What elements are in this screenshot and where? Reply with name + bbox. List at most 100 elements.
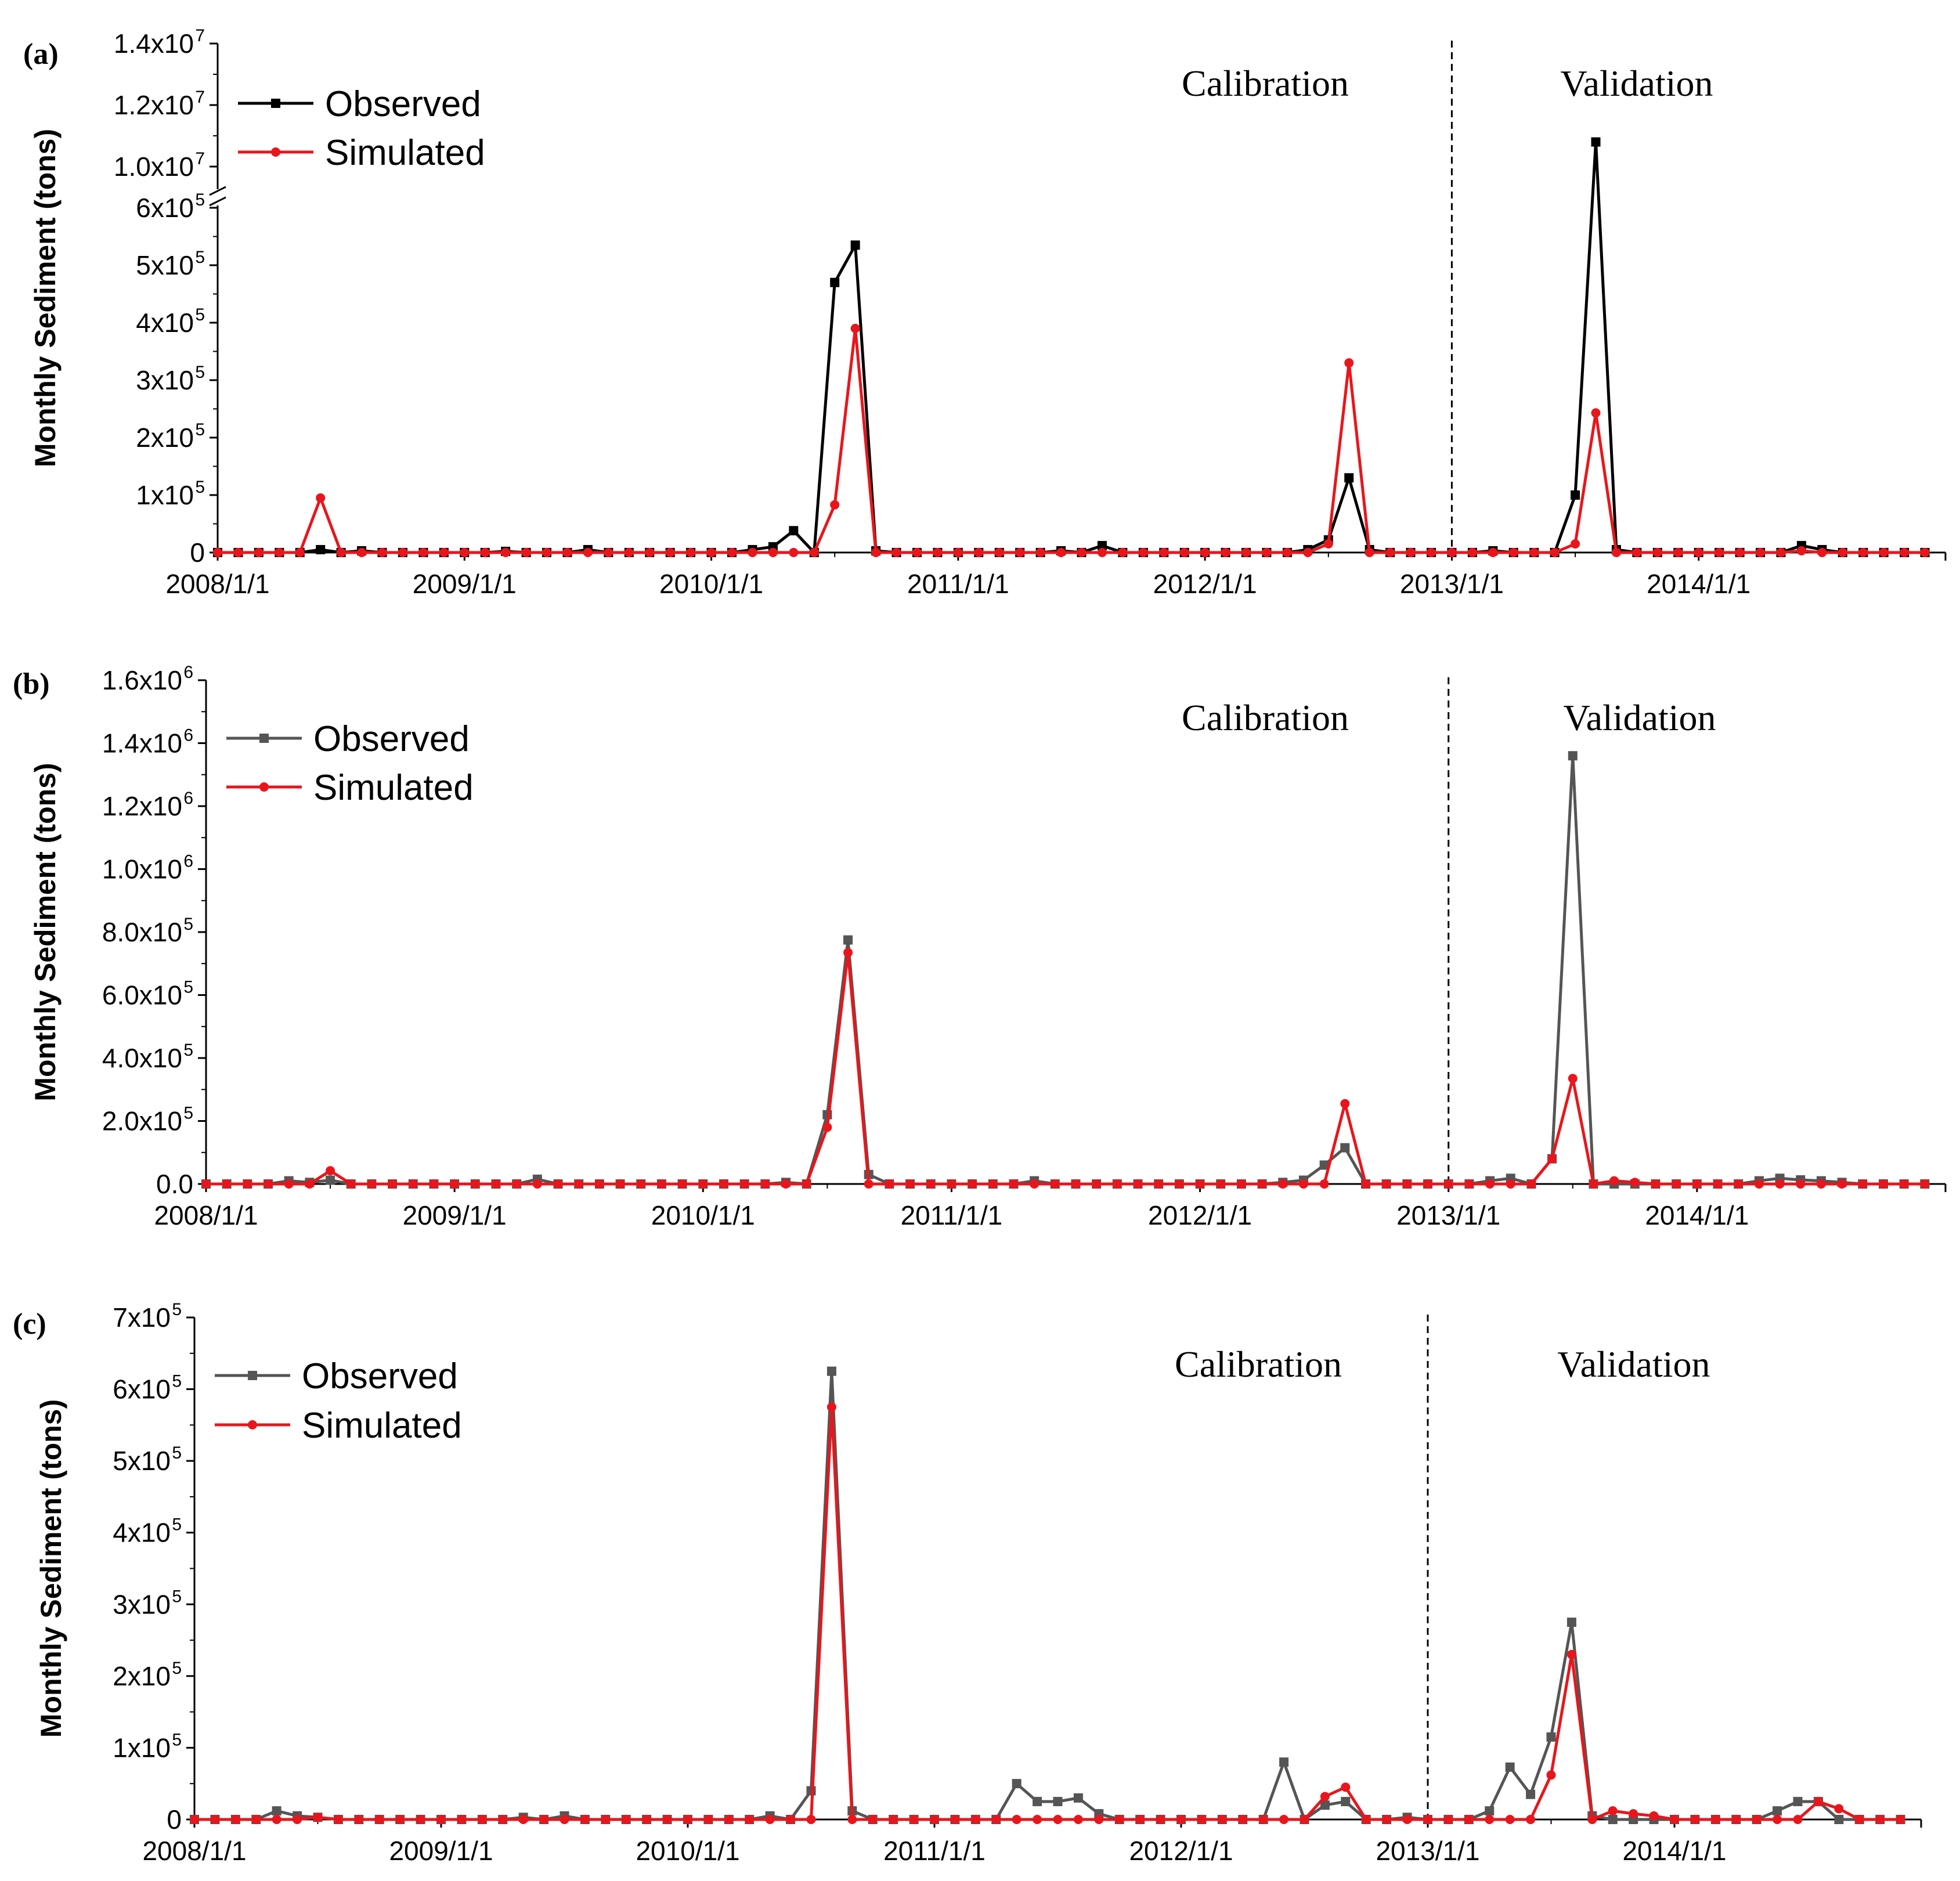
data-point-simulated	[491, 1179, 501, 1189]
data-point-simulated	[926, 1179, 936, 1189]
data-point-simulated	[480, 548, 490, 557]
data-point-simulated	[313, 1813, 323, 1822]
data-point-simulated	[1529, 548, 1539, 557]
data-point-simulated	[970, 1815, 980, 1824]
data-point-simulated	[367, 1179, 377, 1189]
data-point-simulated	[748, 548, 757, 557]
data-point-simulated	[1154, 1179, 1164, 1189]
data-point-simulated	[272, 1815, 281, 1824]
y-tick-exponent: 7	[195, 149, 205, 168]
data-point-simulated	[1485, 1179, 1495, 1189]
data-point-simulated	[553, 1179, 563, 1189]
data-point-observed	[1319, 1160, 1329, 1170]
data-point-simulated	[1571, 539, 1580, 549]
data-point-simulated	[1591, 408, 1601, 418]
x-tick-label: 2010/1/1	[636, 1836, 739, 1866]
data-point-observed	[272, 1806, 281, 1816]
calibration-label: Calibration	[1182, 697, 1349, 738]
axis-break-mark	[209, 196, 226, 207]
data-point-simulated	[1920, 1179, 1930, 1189]
data-point-simulated	[1282, 548, 1292, 557]
x-tick-label: 2013/1/1	[1396, 1200, 1500, 1230]
data-point-simulated	[521, 548, 531, 557]
y-tick-mantissa: 1x10	[136, 480, 194, 510]
data-point-simulated	[243, 1179, 252, 1189]
data-point-simulated	[621, 1815, 631, 1824]
data-point-simulated	[1114, 1815, 1124, 1824]
x-tick-label: 2013/1/1	[1376, 1836, 1479, 1866]
calibration-label: Calibration	[1175, 1344, 1342, 1385]
data-point-simulated	[1796, 1179, 1806, 1189]
data-point-simulated	[498, 1815, 508, 1824]
legend-marker-simulated	[259, 782, 269, 792]
y-tick-exponent: 5	[172, 1659, 182, 1678]
data-point-simulated	[953, 548, 963, 557]
y-tick-mantissa: 1.4x10	[102, 728, 182, 759]
data-point-simulated	[1094, 1815, 1104, 1824]
data-point-simulated	[1796, 546, 1806, 556]
data-point-simulated	[408, 1179, 418, 1189]
data-point-simulated	[1323, 539, 1333, 549]
data-point-simulated	[933, 548, 943, 557]
data-point-simulated	[395, 1815, 405, 1824]
y-tick-label: 61.4x10	[102, 726, 193, 759]
data-point-simulated	[1406, 548, 1416, 557]
data-point-simulated	[1837, 1179, 1847, 1189]
data-point-simulated	[1423, 1179, 1433, 1189]
y-tick-exponent: 6	[183, 726, 193, 745]
data-point-simulated	[1546, 1770, 1556, 1780]
y-tick-label: 71.2x10	[114, 88, 205, 120]
data-point-simulated	[1652, 548, 1662, 557]
data-point-simulated	[1776, 548, 1786, 557]
data-point-simulated	[293, 1815, 302, 1824]
data-point-observed	[326, 1175, 335, 1185]
data-point-simulated	[1858, 1179, 1868, 1189]
y-tick-mantissa: 8.0x10	[102, 917, 182, 947]
data-point-simulated	[346, 1179, 356, 1189]
data-point-simulated	[1526, 1815, 1536, 1824]
data-point-simulated	[1875, 1815, 1885, 1824]
y-axis-label: Monthly Sediment (tons)	[29, 129, 62, 467]
data-point-observed	[316, 545, 326, 555]
data-point-observed	[1033, 1797, 1042, 1807]
data-point-simulated	[1920, 548, 1930, 557]
data-point-simulated	[1589, 1179, 1598, 1189]
legend: Observed Simulated	[238, 84, 485, 173]
data-point-simulated	[539, 1815, 549, 1824]
data-point-observed	[1340, 1143, 1350, 1153]
data-point-simulated	[1756, 548, 1766, 557]
data-point-simulated	[991, 1815, 1001, 1824]
data-point-simulated	[580, 1815, 590, 1824]
data-point-simulated	[724, 1815, 734, 1824]
data-point-simulated	[1257, 1179, 1267, 1189]
panel-label: (c)	[13, 1308, 46, 1341]
y-tick-exponent: 5	[172, 1515, 182, 1535]
data-point-simulated	[477, 1815, 487, 1824]
y-tick-label: 0	[190, 537, 205, 568]
data-point-simulated	[719, 1179, 728, 1189]
validation-label: Validation	[1557, 1344, 1710, 1385]
data-point-simulated	[357, 548, 367, 557]
y-axis-label: Monthly Sediment (tons)	[35, 1399, 67, 1738]
y-tick-label: 71.0x10	[114, 149, 205, 182]
data-point-simulated	[1731, 1815, 1741, 1824]
legend: Observed Simulated	[215, 1356, 462, 1446]
data-point-observed	[1591, 137, 1601, 147]
legend-marker-observed	[271, 99, 280, 108]
y-tick-label: 58.0x10	[102, 915, 193, 947]
data-point-simulated	[542, 548, 552, 557]
data-point-simulated	[885, 1179, 894, 1189]
data-point-simulated	[1009, 1179, 1019, 1189]
y-tick-label: 61.6x10	[102, 663, 193, 695]
data-point-simulated	[1735, 548, 1745, 557]
y-tick-mantissa: 4x10	[136, 308, 194, 338]
legend-marker-observed	[259, 734, 269, 743]
data-point-simulated	[326, 1166, 335, 1176]
data-point-simulated	[830, 500, 840, 510]
data-point-simulated	[1197, 1815, 1207, 1824]
